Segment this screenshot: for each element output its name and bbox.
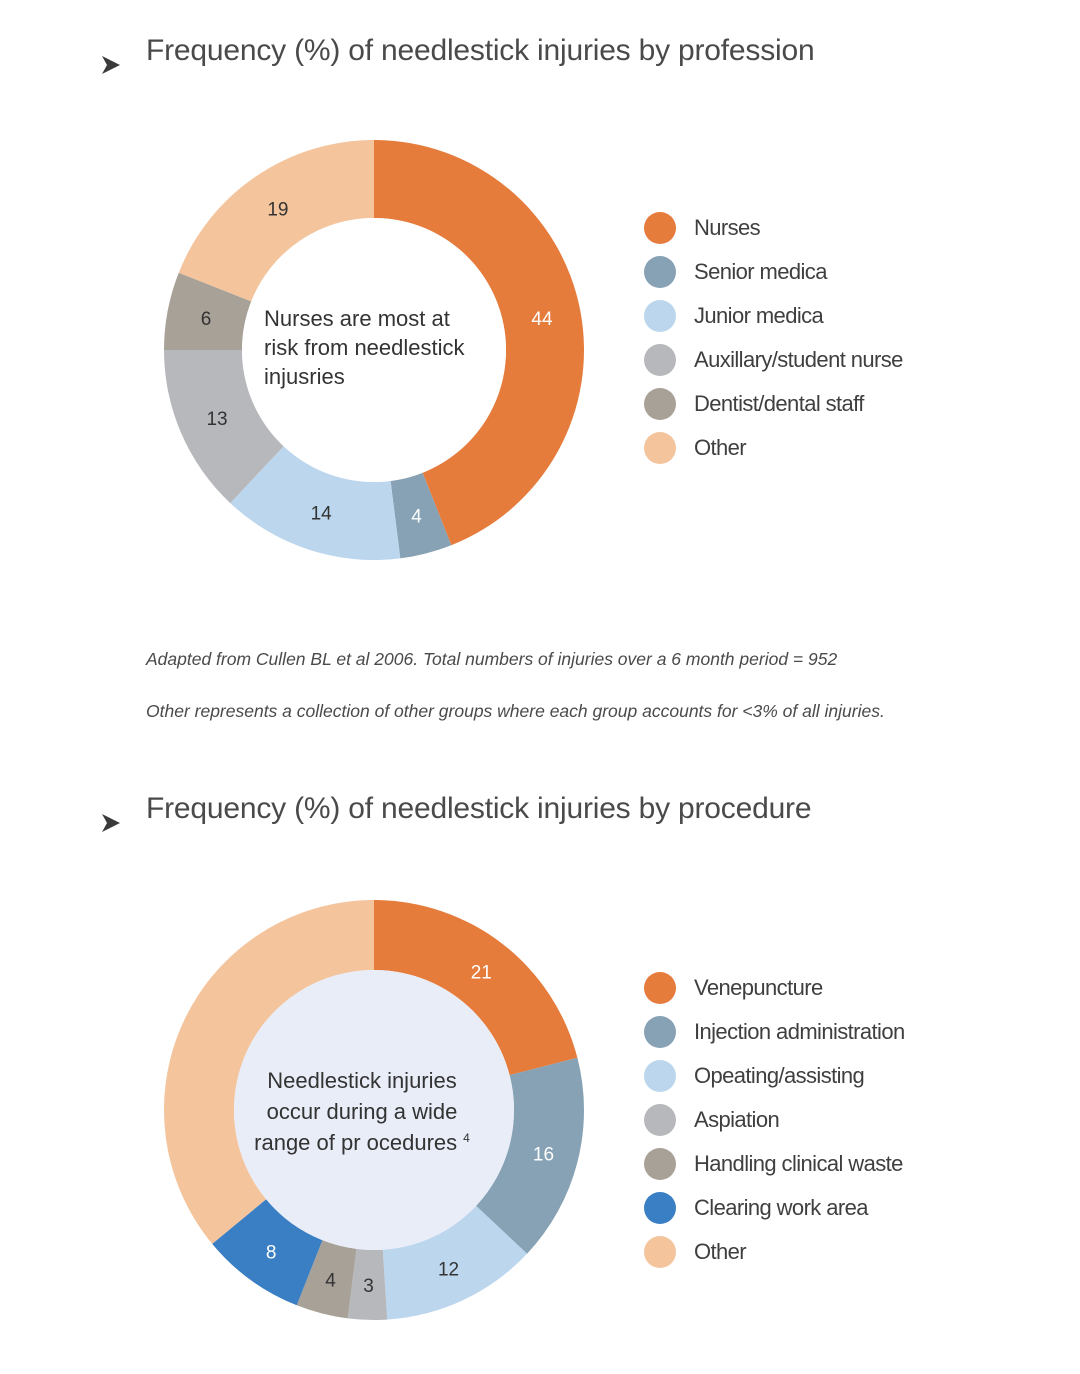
chart-1-legend: Nurses Senior medica Junior medica Auxil… [644,206,903,470]
center-text-line: risk from needlestick [264,335,466,360]
slice-value-label: 14 [311,504,333,525]
donut-slice [296,1240,357,1319]
chart-2-title: Frequency (%) of needlestick injuries by… [146,792,812,825]
legend-swatch [644,432,676,464]
source-note: Adapted from Cullen BL et al 2006. Total… [146,649,838,669]
center-text-line: occur during a wide [267,1099,458,1124]
donut-slice [178,140,374,302]
legend-swatch [644,1192,676,1224]
donut-slice [212,1199,323,1306]
legend-item: Senior medica [644,250,903,294]
chart-2-legend: Venepuncture Injection administration Op… [644,966,905,1274]
donut-slice [390,472,452,559]
legend-label: Injection administration [694,1019,905,1044]
legend-label: Other [694,1239,747,1264]
arrowhead-right-icon [102,814,120,832]
donut-slice [374,900,578,1076]
legend-item: Handling clinical waste [644,1142,905,1186]
legend-item: Nurses [644,206,903,250]
legend-swatch [644,1104,676,1136]
legend-swatch [644,388,676,420]
slice-value-label: 4 [411,507,422,528]
legend-item: Injection administration [644,1010,905,1054]
slice-value-label: 8 [266,1243,277,1264]
donut-slice [164,272,252,350]
legend-swatch [644,300,676,332]
center-text-line: range of pr ocedures 4 [254,1130,470,1155]
center-superscript: 4 [463,1131,470,1145]
legend-label: Auxillary/student nurse [694,347,903,372]
legend-label: Aspiation [694,1107,780,1132]
donut-center [234,970,514,1250]
slice-value-label: 16 [533,1145,554,1166]
slice-value-label: 4 [325,1271,336,1292]
arrowhead-right-icon [102,56,120,74]
legend-swatch [644,1060,676,1092]
legend-label: Senior medica [694,259,827,284]
legend-swatch [644,972,676,1004]
legend-item: Aspiation [644,1098,905,1142]
legend-label: Clearing work area [694,1195,868,1220]
legend-item: Dentist/dental staff [644,382,903,426]
legend-label: Opeating/assisting [694,1063,865,1088]
other-note: Other represents a collection of other g… [146,701,885,721]
donut-slice [164,900,374,1244]
legend-label: Dentist/dental staff [694,391,864,416]
donut-center [242,218,506,482]
slice-value-label: 6 [201,309,212,330]
legend-label: Junior medica [694,303,824,328]
legend-swatch [644,1016,676,1048]
slice-value-label: 3 [363,1276,374,1297]
legend-swatch [644,212,676,244]
slice-value-label: 13 [206,409,227,430]
legend-item: Other [644,1230,905,1274]
chart-1-title: Frequency (%) of needlestick injuries by… [146,34,815,67]
slice-value-label: 44 [531,309,553,330]
slice-value-label: 21 [471,963,492,984]
legend-label: Nurses [694,215,761,240]
legend-item: Junior medica [644,294,903,338]
donut-slice [164,350,284,504]
legend-swatch [644,1236,676,1268]
center-text-line: injusries [264,364,345,389]
procedure-donut-chart: 21 16 12 3 4 8 Needlestick injuries occur durin… [164,900,584,1320]
center-text-line: Needlestick injuries [267,1068,457,1093]
donut-slice [374,140,585,546]
legend-swatch [644,344,676,376]
legend-swatch [644,256,676,288]
legend-label: Handling clinical waste [694,1151,903,1176]
legend-item: Venepuncture [644,966,905,1010]
slice-value-label: 19 [267,200,288,221]
donut-slice [476,1057,584,1254]
legend-swatch [644,1148,676,1180]
donut-slice [347,1248,388,1320]
legend-label: Other [694,435,747,460]
center-text-line: Nurses are most at [264,306,450,331]
legend-item: Other [644,426,903,470]
legend-item: Auxillary/student nurse [644,338,903,382]
legend-item: Opeating/assisting [644,1054,905,1098]
slice-value-label: 12 [438,1259,459,1280]
donut-slice [382,1205,528,1320]
legend-label: Venepuncture [694,975,823,1000]
legend-item: Clearing work area [644,1186,905,1230]
donut-slice [230,446,401,560]
